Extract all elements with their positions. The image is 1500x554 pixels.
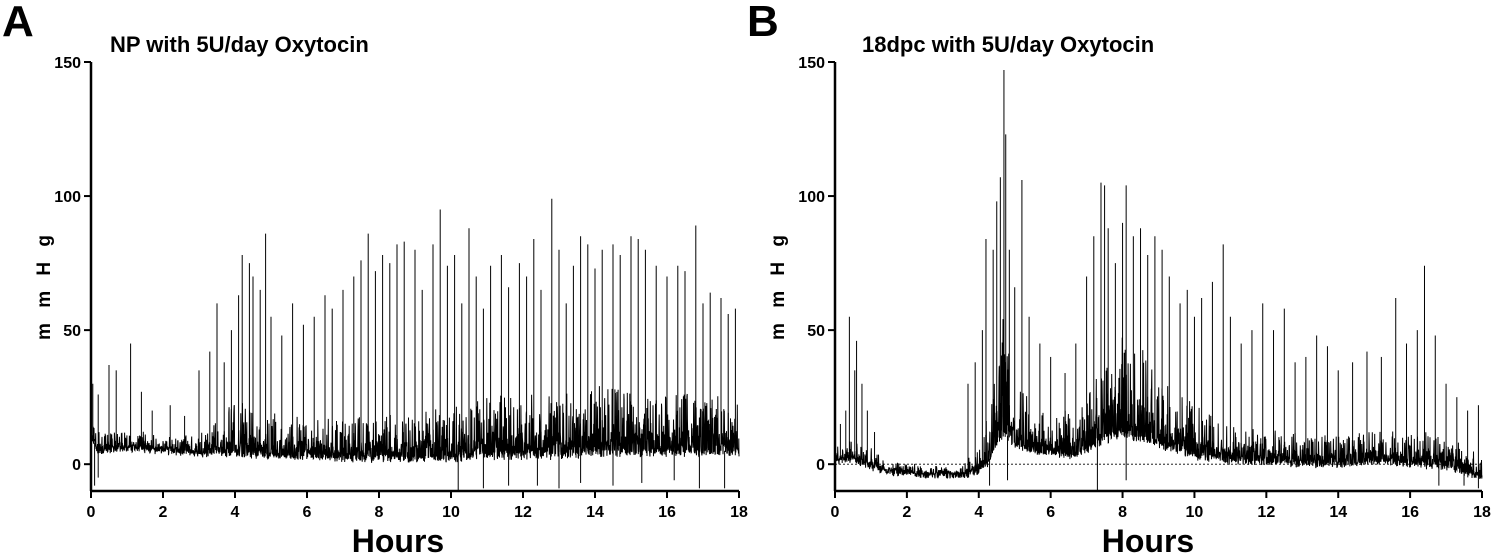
x-tick-label: 8 <box>375 504 384 521</box>
x-axis-label-b: Hours <box>1102 523 1194 554</box>
chart-title-b: 18dpc with 5U/day Oxytocin <box>862 32 1154 57</box>
y-tick-label: 100 <box>54 189 81 206</box>
y-tick-label: 100 <box>798 189 825 206</box>
x-tick-label: 10 <box>1186 504 1204 521</box>
panel-letter-b: B <box>747 0 779 46</box>
x-tick-label: 18 <box>730 504 748 521</box>
x-tick-label: 2 <box>159 504 168 521</box>
y-axis-label-b: m m H g <box>768 230 789 340</box>
x-tick-label: 16 <box>1401 504 1419 521</box>
y-tick-label: 0 <box>72 457 81 474</box>
chart-title-a: NP with 5U/day Oxytocin <box>110 32 369 57</box>
plot-area-b <box>833 62 1483 493</box>
x-tick-label: 18 <box>1473 504 1491 521</box>
y-tick-label: 150 <box>798 55 825 72</box>
y-axis-label-a: m m H g <box>34 230 55 340</box>
x-tick-label: 4 <box>974 504 983 521</box>
x-tick-label: 0 <box>831 504 840 521</box>
y-tick-label: 50 <box>807 323 825 340</box>
x-axis-label-a: Hours <box>352 523 444 554</box>
x-tick-label: 14 <box>1329 504 1347 521</box>
x-ticks-a: 0 2 4 6 8 10 12 14 16 18 <box>87 491 748 521</box>
y-ticks-b: 0 50 100 150 <box>798 55 835 474</box>
y-tick-label: 0 <box>816 457 825 474</box>
plot-area-a <box>89 62 740 493</box>
x-ticks-b: 0 2 4 6 8 10 12 14 16 18 <box>831 491 1491 521</box>
x-tick-label: 2 <box>902 504 911 521</box>
x-tick-label: 4 <box>231 504 240 521</box>
x-tick-label: 8 <box>1118 504 1127 521</box>
x-tick-label: 12 <box>1257 504 1275 521</box>
pressure-trace <box>834 319 1483 479</box>
y-ticks-a: 0 50 100 150 <box>54 55 91 474</box>
panel-letter-a: A <box>2 0 34 46</box>
x-tick-label: 12 <box>514 504 532 521</box>
x-tick-label: 6 <box>303 504 312 521</box>
y-tick-label: 50 <box>63 323 81 340</box>
y-tick-label: 150 <box>54 55 81 72</box>
x-tick-label: 14 <box>586 504 604 521</box>
x-tick-label: 16 <box>658 504 676 521</box>
x-tick-label: 10 <box>442 504 460 521</box>
x-tick-label: 6 <box>1046 504 1055 521</box>
x-tick-label: 0 <box>87 504 96 521</box>
panel-a: A NP with 5U/day Oxytocin 0 50 100 150 0 2 4 6… <box>2 0 748 554</box>
